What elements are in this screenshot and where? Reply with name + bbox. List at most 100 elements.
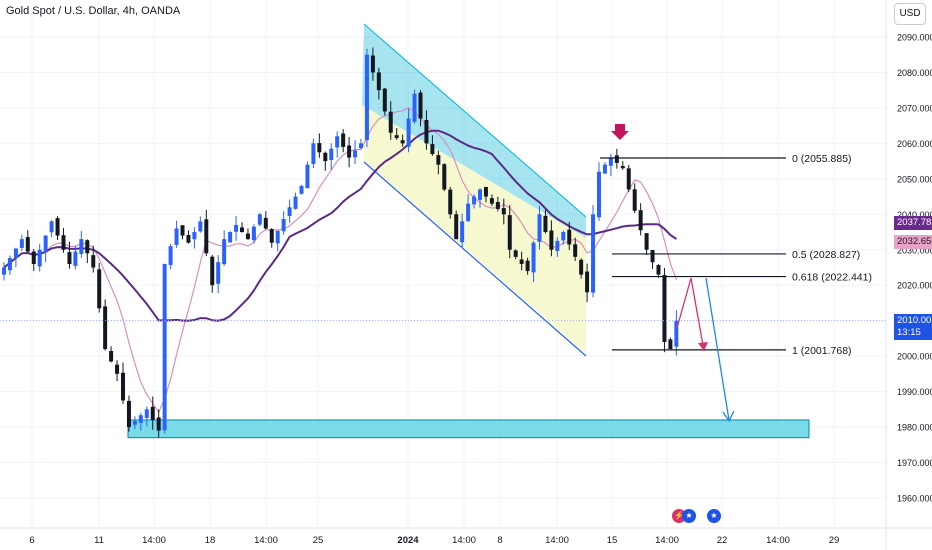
chart-title: Gold Spot / U.S. Dollar, 4h, OANDA — [6, 5, 181, 17]
candle-body — [400, 140, 405, 144]
descending-channel — [362, 23, 587, 357]
fib-level-label: 0 (2055.885) — [792, 153, 852, 165]
candle-body — [406, 118, 411, 147]
candle-body — [341, 133, 346, 147]
candle-body — [37, 249, 42, 267]
x-tick-label: 6 — [29, 535, 34, 546]
candle-body — [79, 239, 84, 254]
candle-body — [2, 267, 6, 275]
candle-body — [662, 275, 667, 342]
candle-body — [222, 239, 227, 265]
candle-body — [245, 233, 250, 240]
candle-body — [501, 208, 506, 215]
candle-body — [144, 409, 149, 418]
candle-body — [210, 256, 215, 286]
ma-short-line — [3, 106, 677, 414]
candle-body — [317, 143, 322, 153]
candle-body — [436, 155, 441, 165]
pink-projection-arrow — [676, 277, 705, 352]
down-marker-icon — [611, 124, 629, 140]
y-tick-label: 1970.000 — [897, 458, 932, 468]
candle-body — [537, 214, 542, 242]
candle-body — [121, 372, 125, 401]
candle-body — [43, 235, 48, 253]
candle-body — [287, 207, 292, 216]
candle-body — [192, 232, 197, 240]
candle-body — [13, 248, 18, 258]
candle-body — [614, 155, 619, 163]
channel-bottom-line — [363, 161, 587, 357]
candle-body — [85, 240, 90, 254]
candle-body — [180, 225, 185, 236]
support-zone — [127, 419, 810, 439]
candle-body — [382, 88, 387, 112]
candle-body — [162, 263, 167, 431]
y-tick-label: 2040.000 — [897, 210, 932, 220]
candle-body — [234, 224, 239, 232]
candle-body — [602, 164, 607, 174]
y-tick-label: 2090.000 — [897, 33, 932, 43]
fib-level-label: 0.618 (2022.441) — [792, 272, 872, 284]
time-axis: 6 11 14:00 18 14:00 25 2024 14:00 8 14:00 15 14:00 2… — [29, 535, 839, 546]
candle-body — [156, 417, 161, 431]
candle-body — [126, 400, 131, 428]
candle-body — [311, 143, 316, 164]
candle-body — [132, 421, 137, 425]
candle-body — [198, 221, 203, 232]
x-tick-label: 14:00 — [254, 535, 278, 546]
candle-body — [442, 164, 447, 190]
current-price-value: 2010.005 — [897, 315, 932, 326]
candle-body — [150, 406, 155, 420]
candle-body — [597, 171, 601, 218]
projection-arrows — [611, 124, 735, 423]
candle-body — [424, 119, 429, 144]
ma-short-price-badge: 2032.656 — [894, 235, 932, 249]
candle-body — [257, 214, 262, 225]
candle-body — [567, 229, 572, 245]
x-tick-label: 8 — [497, 535, 502, 546]
candle-body — [103, 306, 108, 350]
y-tick-label: 2070.000 — [897, 103, 932, 113]
candle-body — [650, 250, 655, 263]
candle-body — [674, 320, 679, 347]
candle-body — [168, 246, 173, 265]
x-tick-label: 25 — [313, 535, 324, 546]
x-tick-label: 14:00 — [142, 535, 166, 546]
us-flag-icon[interactable]: ★ — [682, 509, 696, 523]
candle-body — [240, 227, 244, 233]
bar-countdown: 13:15 — [897, 327, 921, 338]
moving-average-lines — [3, 106, 677, 414]
candle-body — [25, 237, 30, 252]
candle-body — [7, 258, 12, 271]
candle-body — [138, 415, 143, 423]
candle-body — [585, 271, 590, 293]
x-tick-label: 2024 — [397, 535, 419, 546]
candle-body — [632, 189, 637, 211]
candle-body — [525, 260, 530, 272]
candle-body — [370, 55, 375, 73]
currency-button[interactable]: USD — [894, 3, 926, 25]
x-tick-label: 14:00 — [766, 535, 790, 546]
support-zone-rect — [127, 419, 810, 439]
candle-body — [353, 150, 358, 158]
y-tick-label: 1990.000 — [897, 387, 932, 397]
candle-body — [620, 166, 625, 169]
candlestick-series — [2, 47, 679, 438]
ma-long-price-badge: 2037.783 — [894, 216, 932, 230]
x-tick-label: 29 — [829, 535, 840, 546]
channel-lower-band — [362, 105, 586, 353]
y-tick-label: 2000.000 — [897, 352, 932, 362]
candle-body — [61, 235, 66, 250]
candle-body — [412, 93, 417, 122]
candle-body — [555, 240, 560, 251]
chart-grid — [0, 0, 886, 528]
candle-body — [454, 214, 459, 240]
candle-body — [656, 265, 661, 275]
candle-body — [335, 136, 340, 148]
y-tick-label: 2020.000 — [897, 281, 932, 291]
candle-body — [19, 239, 24, 248]
candle-body — [388, 111, 393, 133]
candle-body — [115, 364, 120, 374]
us-flag-icon[interactable]: ★ — [707, 509, 721, 523]
